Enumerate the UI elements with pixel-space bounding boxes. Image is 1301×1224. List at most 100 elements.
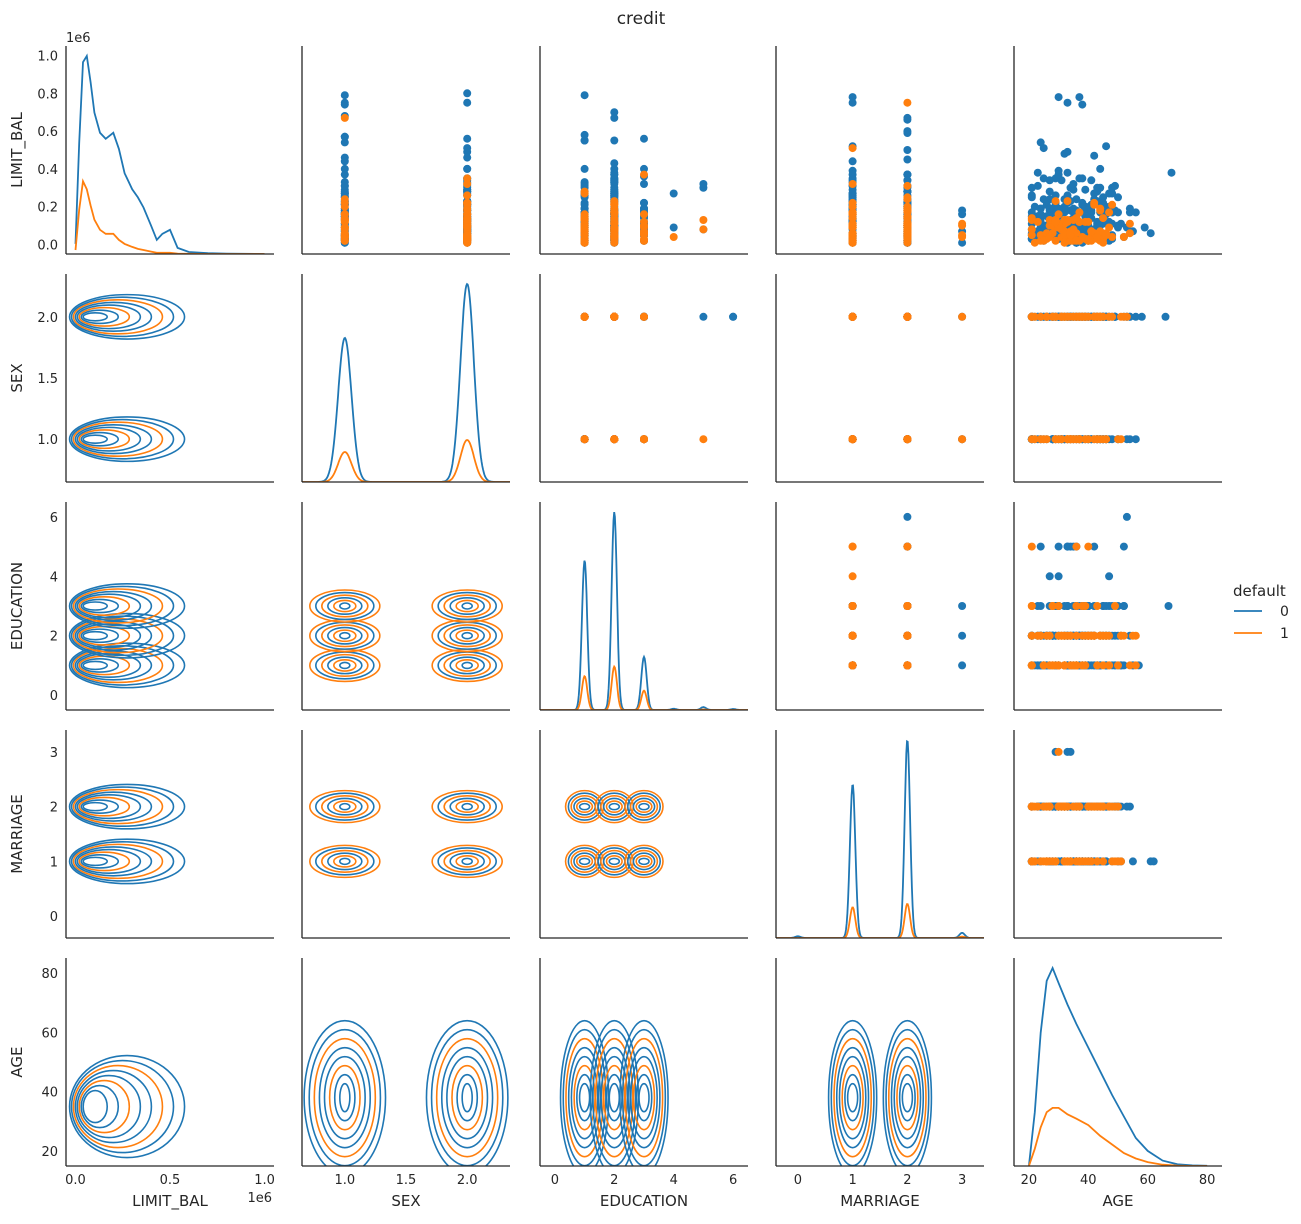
kde-contour [315,847,375,876]
scatter-point [848,157,857,166]
scatter-point [1161,312,1170,321]
kde-contour [461,602,473,610]
scatter-point [1027,312,1036,321]
kde-contour [80,658,120,673]
kde-contour [333,659,357,672]
scatter-point [1111,181,1119,190]
kde-contour [321,795,369,819]
scatter-point [1045,802,1054,811]
y-tick-label: 2 [50,630,58,645]
y-tick-label: 1 [50,855,58,870]
scatter-point [958,210,967,219]
kde-contour [437,847,497,876]
panel-marriage-sex [301,730,510,939]
kde-contour [575,854,594,868]
kde-contour [321,653,369,678]
scatter-point [1140,223,1149,232]
kde-contour [82,312,108,322]
scatter-point [1039,435,1048,444]
kde-contour [578,1082,591,1113]
scatter-point [580,231,589,240]
y-tick-label: 0.8 [37,87,58,102]
kde-contour [893,1055,922,1140]
scatter-point [1027,231,1036,240]
scatter-point [1036,542,1045,551]
scatter-point [580,312,589,321]
scatter-point [1078,233,1087,241]
kde-contour [309,789,381,824]
kde-contour [78,306,131,327]
scatter-point [1057,631,1066,640]
kde-contour [303,1019,387,1166]
scatter-point [1099,238,1108,247]
scatter-point [1030,238,1039,247]
scatter-point [1027,602,1036,610]
scatter-point [610,108,619,117]
kde-contour [621,1028,667,1166]
scatter-point [1051,236,1060,245]
kde-contour [638,802,650,811]
kde-contour [627,1046,661,1149]
kde-contour [327,626,363,645]
scatter-point [1167,168,1176,177]
scatter-point [1063,98,1072,107]
scatter-point [848,661,857,670]
kde-contour [461,661,473,670]
legend: default 0 1 [1233,582,1289,642]
scatter-point [1131,312,1140,321]
panel-content [303,1019,509,1166]
scatter-point [903,146,912,154]
scatter-point [958,221,967,230]
kde-contour [323,1055,366,1140]
kde-contour [70,296,175,338]
kde-contour [339,1082,351,1113]
kde-contour [624,844,664,879]
x-tick-label: 2 [610,1173,618,1188]
kde-contour [333,1073,356,1122]
scatter-point [640,164,648,173]
x-tick-label: 2 [903,1173,911,1188]
scatter-point [1063,435,1072,444]
scatter-point [1096,631,1105,640]
kde-contour [451,1064,484,1131]
kde-contour [461,857,473,866]
y-tick-label: 20 [41,1145,58,1160]
scatter-point [1131,208,1140,217]
scatter-point [1036,138,1045,147]
kde-contour [638,857,650,866]
scatter-point [1054,661,1063,670]
scatter-point [463,231,472,240]
scatter-point [1111,802,1119,811]
kde-contour [455,629,479,643]
scatter-point [1045,187,1054,196]
kde-line-1 [540,664,748,710]
panel-content [1027,312,1170,444]
scatter-point [1087,227,1096,236]
kde-contour [82,630,108,641]
scatter-point [903,170,912,179]
legend-title: default [1233,582,1286,600]
scatter-point [903,661,912,670]
scatter-point [1093,602,1102,610]
scatter-point [1075,93,1084,102]
panel-content [68,293,186,463]
kde-contour [78,796,131,817]
scatter-point [1054,602,1063,610]
scatter-point [580,435,589,444]
panel-content [302,282,510,482]
kde-line-0 [540,511,748,710]
scatter-point [903,187,912,196]
kde-line-1 [1028,1107,1208,1166]
kde-contour [78,429,131,450]
scatter-point [1051,197,1060,206]
panel-education-limit_bal [65,502,274,711]
scatter-point [1125,219,1134,228]
scatter-point [903,631,912,640]
x-axis-label: AGE [1102,1192,1133,1210]
scatter-point [1114,435,1122,444]
scatter-point [699,180,708,188]
scatter-point [699,435,708,444]
kde-contour [844,1073,862,1122]
scatter-point [610,178,619,187]
kde-contour [74,1069,153,1144]
